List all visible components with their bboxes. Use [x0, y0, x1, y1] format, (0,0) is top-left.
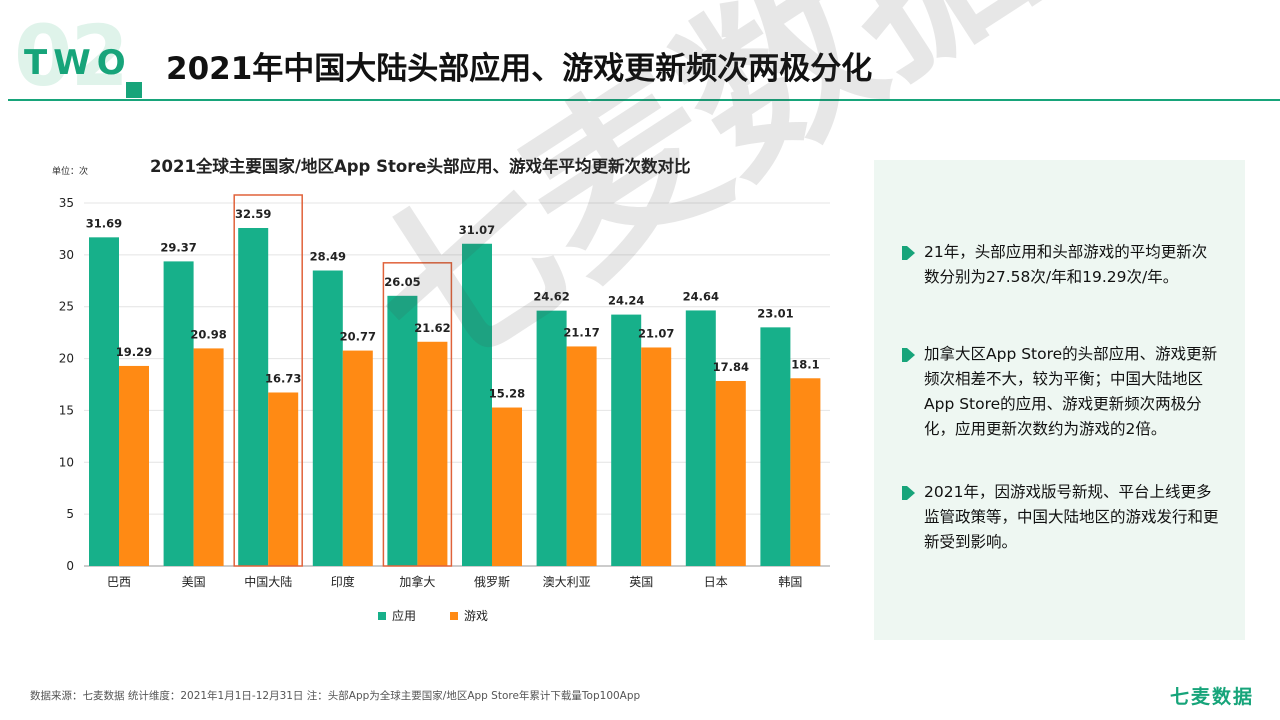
data-label: 32.59 [235, 207, 271, 221]
bar-game [119, 365, 149, 566]
data-label: 21.62 [414, 321, 450, 335]
x-tick-label: 加拿大 [399, 574, 435, 589]
data-label: 19.29 [116, 345, 152, 359]
y-tick-label: 20 [59, 352, 74, 366]
x-tick-label: 美国 [182, 575, 206, 589]
x-tick-label: 韩国 [778, 574, 802, 589]
unit-label: 单位：次 [52, 165, 88, 177]
chart-svg: 2021全球主要国家/地区App Store头部应用、游戏年平均更新次数对比 单位… [52, 156, 830, 623]
section-marker [126, 82, 142, 98]
data-label: 24.62 [533, 290, 569, 304]
highlight-box [233, 194, 303, 567]
insight-note-3: 2021年，因游戏版号新规、平台上线更多监管政策等，中国大陆地区的游戏发行和更新… [902, 480, 1222, 555]
bar-app [685, 310, 716, 566]
highlight-box [382, 262, 453, 567]
insight-text-3: 2021年，因游戏版号新规、平台上线更多监管政策等，中国大陆地区的游戏发行和更新… [924, 483, 1219, 551]
insight-note-2: 加拿大区App Store的头部应用、游戏更新频次相差不大，较为平衡；中国大陆地… [902, 342, 1222, 442]
x-tick-label: 巴西 [107, 575, 131, 589]
insight-text-1: 21年，头部应用和头部游戏的平均更新次数分别为27.58次/年和19.29次/年… [924, 243, 1208, 286]
bar-app [462, 243, 492, 566]
bullet-icon [902, 486, 915, 500]
data-label: 16.73 [265, 371, 301, 385]
x-tick-label: 印度 [331, 574, 355, 589]
bar-game [641, 347, 672, 566]
header: 02 TWO 2021年中国大陆头部应用、游戏更新频次两极分化 [0, 0, 1280, 104]
bar-app [611, 314, 642, 566]
data-label: 20.77 [340, 330, 376, 344]
x-tick-label: 英国 [629, 575, 653, 589]
bar-game [417, 341, 448, 566]
bullet-icon [902, 246, 915, 260]
data-label: 21.17 [563, 325, 599, 339]
data-label: 26.05 [384, 275, 420, 289]
y-tick-label: 15 [59, 403, 74, 417]
y-tick-label: 5 [66, 507, 74, 521]
data-label: 31.07 [459, 223, 495, 237]
bar-app [312, 270, 343, 566]
bar-game [492, 407, 522, 566]
x-tick-label: 俄罗斯 [474, 575, 510, 589]
bar-game [193, 348, 224, 566]
y-tick-label: 25 [59, 300, 74, 314]
bar-game [566, 346, 597, 566]
bar-app [238, 227, 269, 566]
x-tick-label: 澳大利亚 [543, 575, 591, 589]
y-tick-label: 30 [59, 248, 74, 262]
brand-logo: 七麦数据 [1170, 686, 1255, 708]
bar-game [790, 378, 821, 566]
x-tick-label: 中国大陆 [244, 574, 292, 589]
bar-game [342, 350, 373, 566]
bullet-icon [902, 348, 915, 362]
y-tick-label: 10 [59, 455, 74, 469]
bar-game [268, 392, 299, 566]
y-tick-label: 0 [66, 559, 74, 573]
bar-app [760, 327, 791, 566]
data-label: 21.07 [638, 326, 674, 340]
x-tick-label: 日本 [704, 575, 728, 589]
insights-panel: 21年，头部应用和头部游戏的平均更新次数分别为27.58次/年和19.29次/年… [874, 160, 1245, 640]
data-label: 24.64 [683, 289, 719, 303]
data-label: 23.01 [757, 306, 793, 320]
section-word: TWO [24, 43, 132, 83]
data-label: 18.1 [791, 357, 819, 371]
data-label: 17.84 [713, 360, 749, 374]
insight-note-1: 21年，头部应用和头部游戏的平均更新次数分别为27.58次/年和19.29次/年… [902, 240, 1222, 290]
bar-chart: 2021全球主要国家/地区App Store头部应用、游戏年平均更新次数对比 单位… [40, 150, 840, 640]
bar-game [715, 380, 746, 566]
data-source-footnote: 数据来源：七麦数据 统计维度：2021年1月1日-12月31日 注：头部App为… [30, 690, 641, 702]
header-divider [8, 99, 1280, 101]
chart-title: 2021全球主要国家/地区App Store头部应用、游戏年平均更新次数对比 [150, 156, 691, 176]
data-label: 29.37 [160, 240, 196, 254]
data-label: 28.49 [310, 250, 346, 264]
legend-swatch-game [450, 612, 458, 620]
data-label: 15.28 [489, 387, 525, 401]
insight-text-2: 加拿大区App Store的头部应用、游戏更新频次相差不大，较为平衡；中国大陆地… [924, 345, 1218, 438]
data-label: 24.24 [608, 294, 644, 308]
bar-app [387, 295, 418, 566]
bar-app [89, 237, 119, 566]
data-label: 31.69 [86, 216, 122, 230]
y-tick-label: 35 [59, 196, 74, 210]
legend-label: 应用 [392, 608, 416, 623]
page-title: 2021年中国大陆头部应用、游戏更新频次两极分化 [166, 51, 873, 87]
legend-label: 游戏 [464, 609, 488, 623]
bar-app [536, 310, 567, 566]
data-label: 20.98 [190, 327, 226, 341]
bar-app [163, 261, 194, 566]
section-number: 02 [14, 7, 129, 105]
legend-swatch-app [378, 612, 386, 620]
